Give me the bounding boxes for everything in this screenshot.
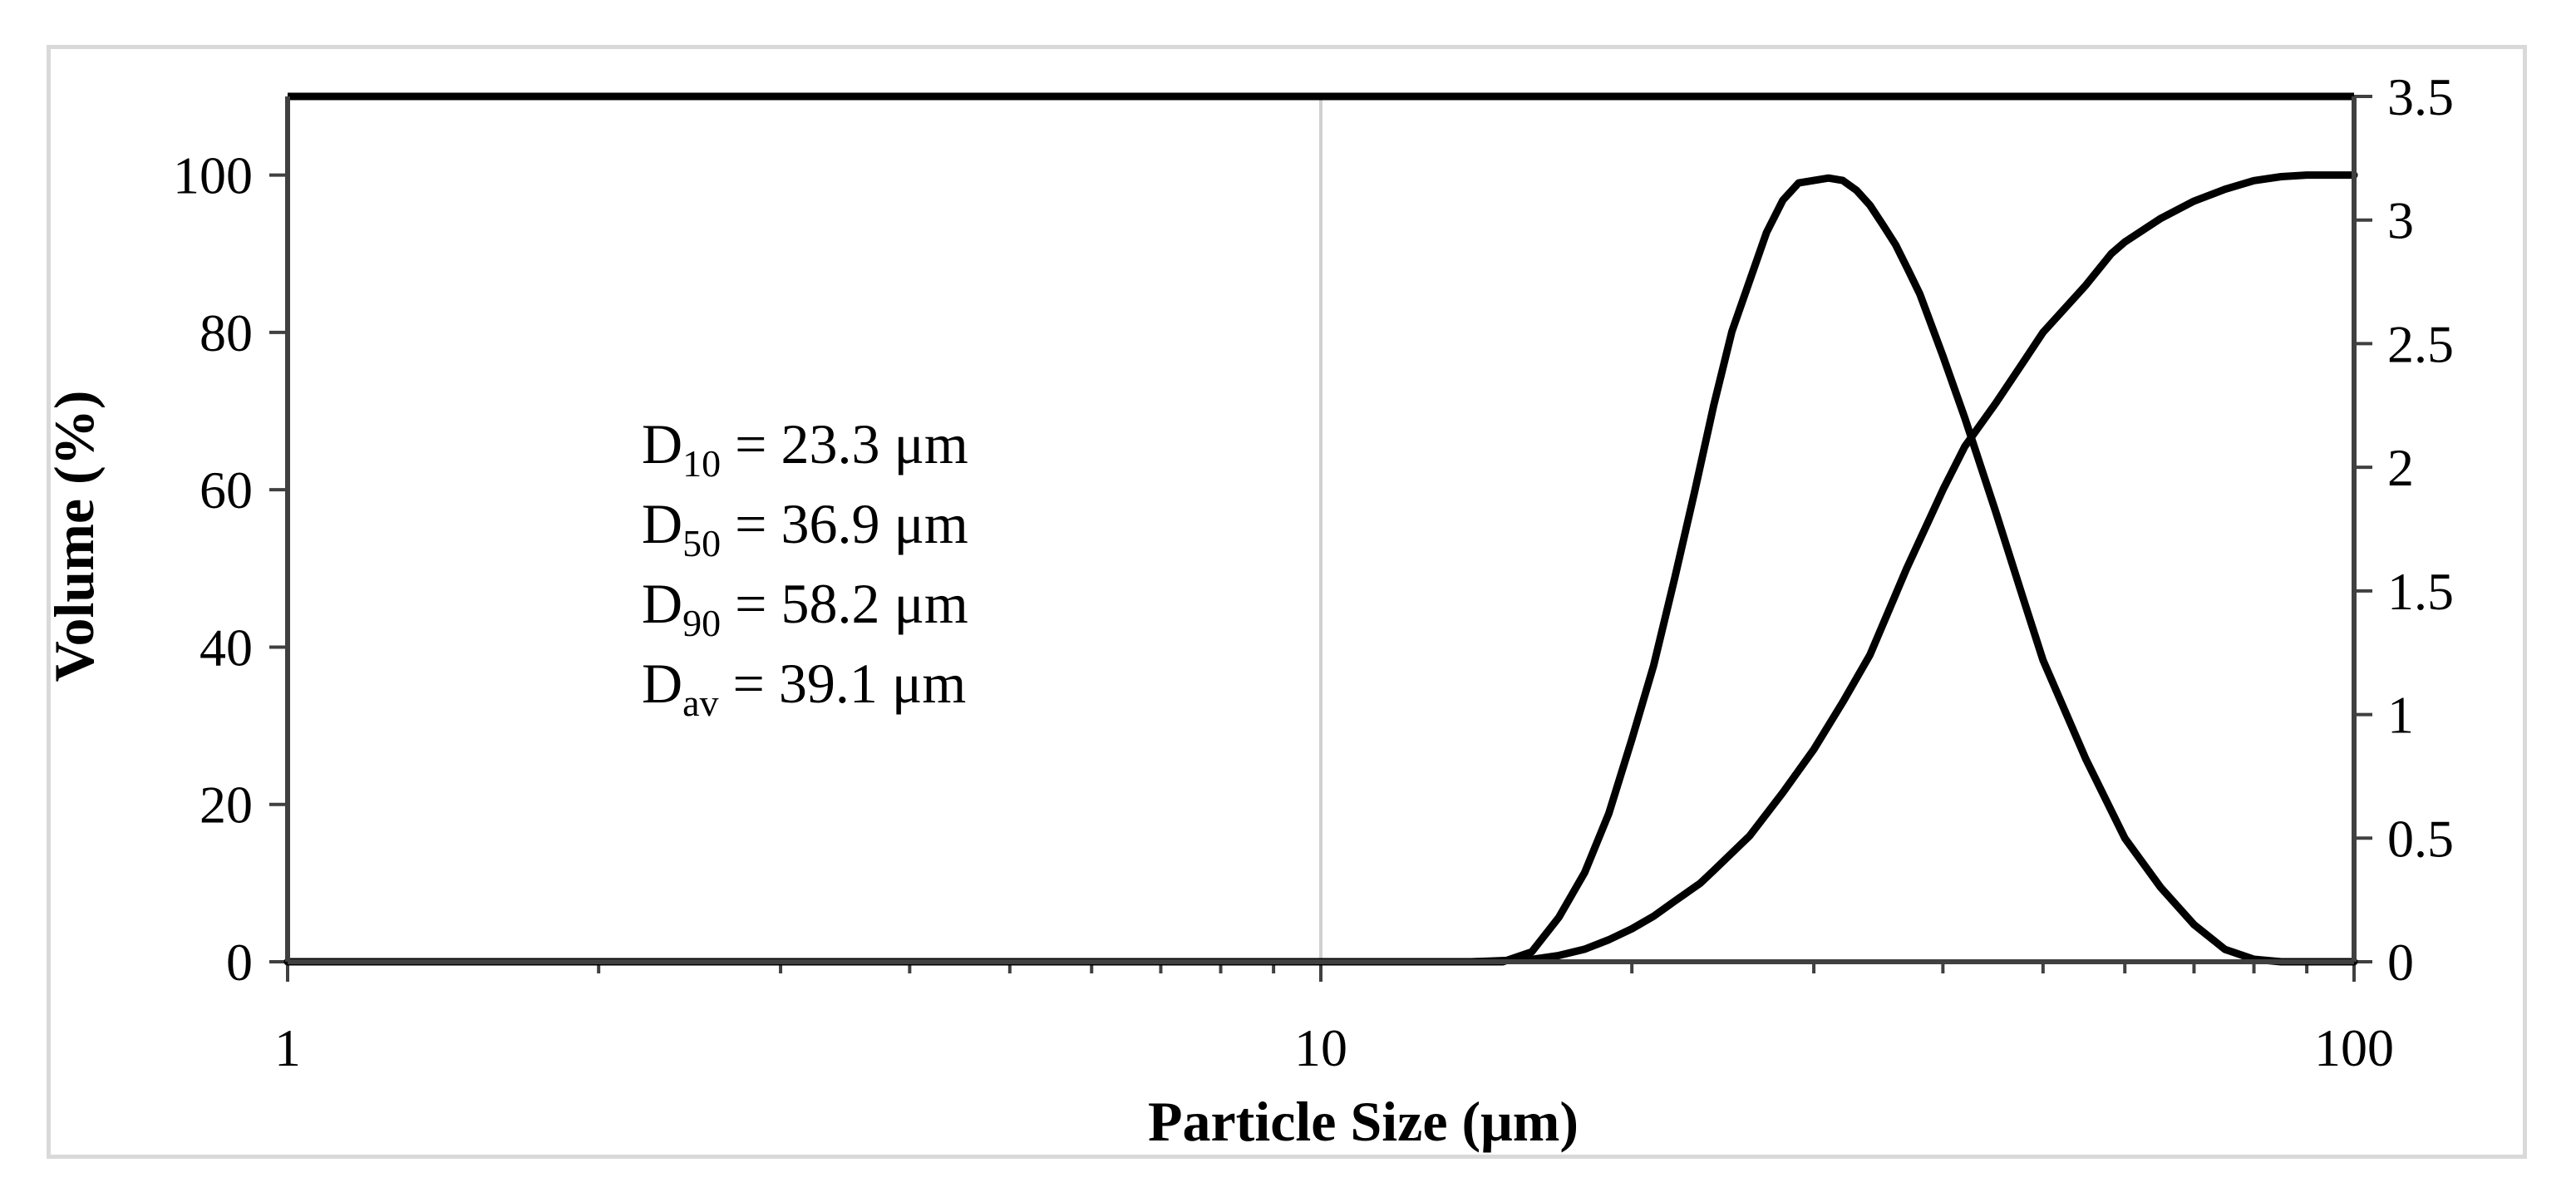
y-left-tick-label: 40	[199, 618, 253, 677]
series-layer	[283, 171, 2358, 966]
stat-line-av: Dav = 39.1 μm	[642, 652, 966, 724]
stat-value: = 36.9 μm	[721, 492, 968, 555]
stat-subscript: av	[682, 682, 718, 724]
y-right-tick-label: 1	[2387, 686, 2414, 745]
y-right-tick-label: 3	[2387, 191, 2414, 250]
stat-subscript: 10	[682, 442, 721, 485]
stat-symbol: D	[642, 572, 682, 635]
stat-line-10: D10 = 23.3 μm	[642, 412, 968, 485]
x-tick-label: 1	[274, 1018, 301, 1077]
x-tick-label: 10	[1294, 1018, 1347, 1077]
stat-value: = 39.1 μm	[719, 652, 967, 715]
y-left-tick-label: 100	[173, 146, 253, 205]
y-right-tick-label: 0	[2387, 933, 2414, 992]
stat-symbol: D	[642, 412, 682, 475]
stat-line-90: D90 = 58.2 μm	[642, 572, 968, 644]
cumulative-volume-curve-line	[283, 171, 2358, 966]
chart-frame	[47, 45, 2527, 1159]
stat-subscript: 90	[682, 602, 721, 644]
y-right-tick-label: 0.5	[2387, 809, 2454, 868]
y-left-tick-label: 0	[226, 933, 253, 992]
y-right-tick-label: 3.5	[2387, 67, 2454, 126]
y-left-tick-label: 80	[199, 303, 253, 362]
frequency-curve-line	[283, 174, 2358, 966]
stat-subscript: 50	[682, 522, 721, 564]
y-right-tick-label: 2.5	[2387, 314, 2454, 373]
stat-symbol: D	[642, 492, 682, 555]
axes-layer	[285, 92, 2357, 964]
y-left-tick-label: 60	[199, 461, 253, 520]
stat-line-50: D50 = 36.9 μm	[642, 492, 968, 564]
y-right-tick-label: 1.5	[2387, 562, 2454, 621]
y-axis-title: Volume (%)	[42, 391, 106, 682]
stat-value: = 23.3 μm	[721, 412, 968, 475]
y-left-tick-label: 20	[199, 776, 253, 835]
y-right-tick-label: 2	[2387, 438, 2414, 497]
x-tick-label: 100	[2314, 1018, 2394, 1077]
stat-symbol: D	[642, 652, 682, 715]
labels-layer: 1 10 100 0 20 40 60 80 100 0 0.5 1 1.5 2 2.5 3 3.5	[173, 67, 2454, 1077]
stat-value: = 58.2 μm	[721, 572, 968, 635]
x-axis-title: Particle Size (μm)	[1148, 1090, 1579, 1153]
